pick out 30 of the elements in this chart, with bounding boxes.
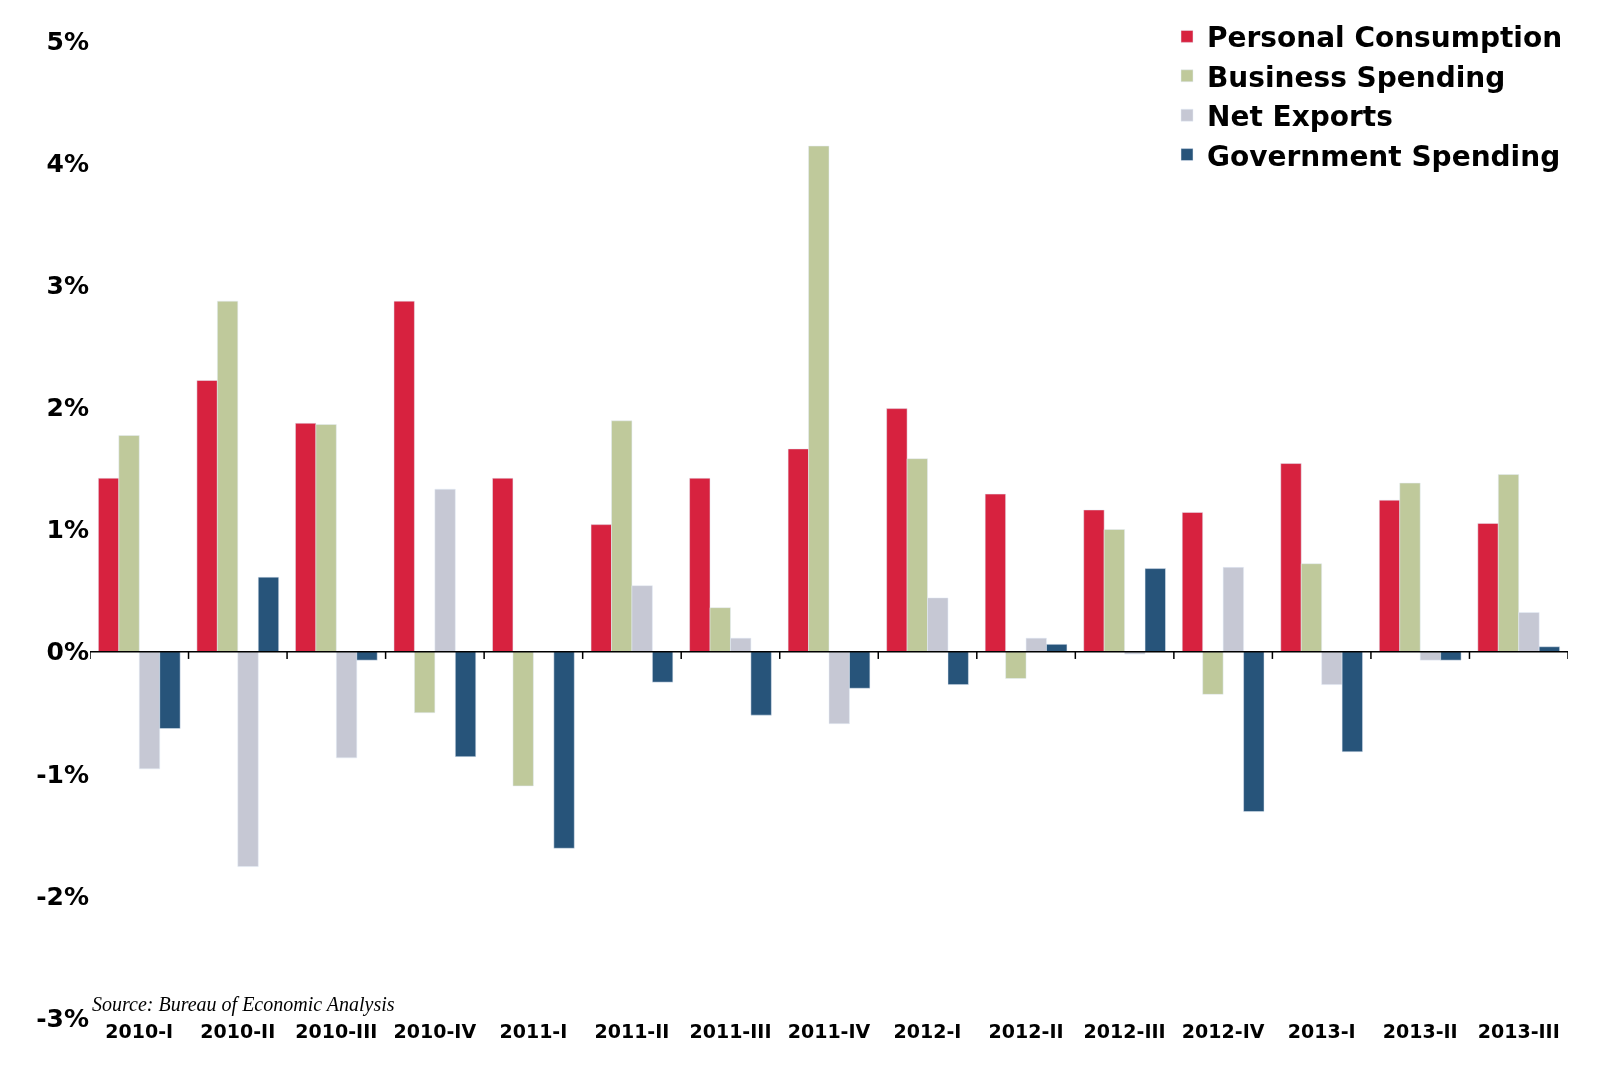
x-tick-label: 2011-III [689,1020,772,1042]
x-tick-label: 2010-I [105,1020,174,1042]
legend-label: Net Exports [1207,100,1393,134]
legend-label: Personal Consumption [1207,21,1563,55]
x-tick-label: 2012-III [1083,1020,1166,1042]
legend-label: Government Spending [1207,139,1561,173]
y-tick-label: 2% [46,393,89,423]
legend-label: Business Spending [1207,60,1506,94]
y-tick-label: -2% [36,881,89,911]
x-tick-label: 2010-III [295,1020,378,1042]
annotation: Source: Bureau of Economic Analysis [92,993,395,1016]
x-tick-label: 2011-IV [787,1020,871,1042]
x-tick-label: 2013-II [1382,1020,1458,1042]
x-tick-label: 2013-III [1477,1020,1560,1042]
x-tick-label: 2010-IV [393,1020,477,1042]
bar [553,651,575,849]
y-tick-label: 5% [46,26,89,56]
x-tick-label: 2011-I [499,1020,568,1042]
x-tick-label: 2013-I [1287,1020,1356,1042]
x-tick-label: 2012-IV [1181,1020,1265,1042]
y-tick-label: 3% [46,271,89,300]
x-tick-label: 2010-II [200,1020,276,1042]
y-tick-label: 4% [46,148,89,178]
y-tick-label: 0% [46,637,89,667]
x-tick-label: 2012-I [893,1020,962,1042]
y-tick-label: -1% [36,759,89,789]
y-tick-label: 1% [46,515,89,545]
x-tick-label: 2012-II [988,1020,1064,1042]
x-tick-label: 2011-II [594,1020,670,1042]
y-tick-label: -3% [36,1003,89,1033]
